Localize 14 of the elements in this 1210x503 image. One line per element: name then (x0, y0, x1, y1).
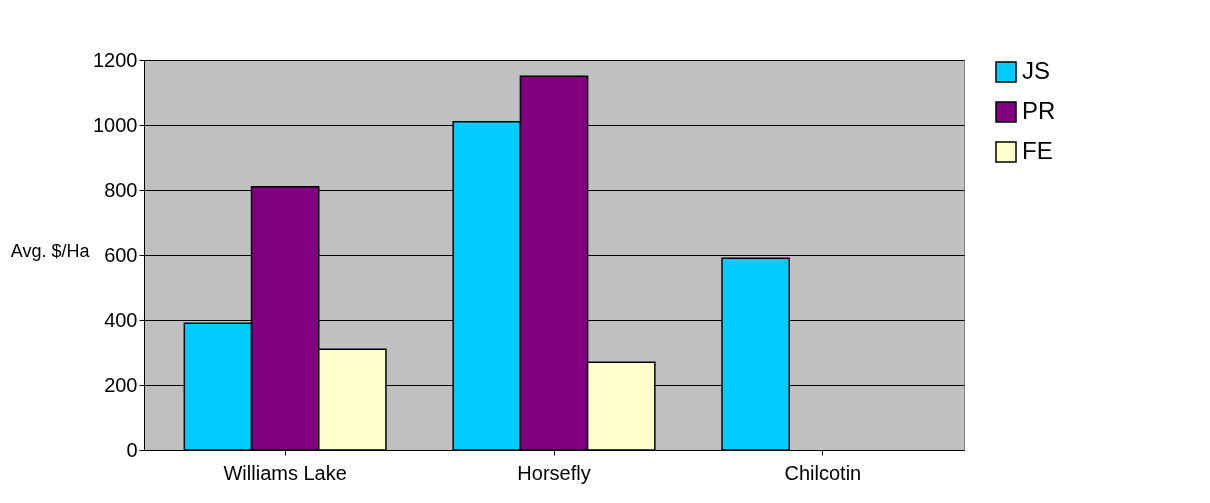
y-tick-label: 400 (104, 308, 138, 331)
x-tick-label: Horsefly (517, 461, 591, 484)
y-tick-label: 1000 (93, 113, 138, 136)
legend-label: FE (1022, 137, 1053, 164)
x-tick-label: Chilcotin (784, 461, 862, 484)
legend-label: JS (1022, 57, 1051, 84)
x-tick-label: Williams Lake (223, 461, 347, 484)
y-tick-label: 800 (104, 178, 138, 201)
y-tick-label: 600 (104, 243, 138, 266)
y-axis-title: Avg. $/Ha (10, 240, 91, 261)
y-tick-label: 200 (104, 373, 138, 396)
legend-label: PR (1022, 97, 1056, 124)
y-tick-label: 1200 (93, 48, 138, 71)
y-tick-label: 0 (126, 438, 138, 461)
